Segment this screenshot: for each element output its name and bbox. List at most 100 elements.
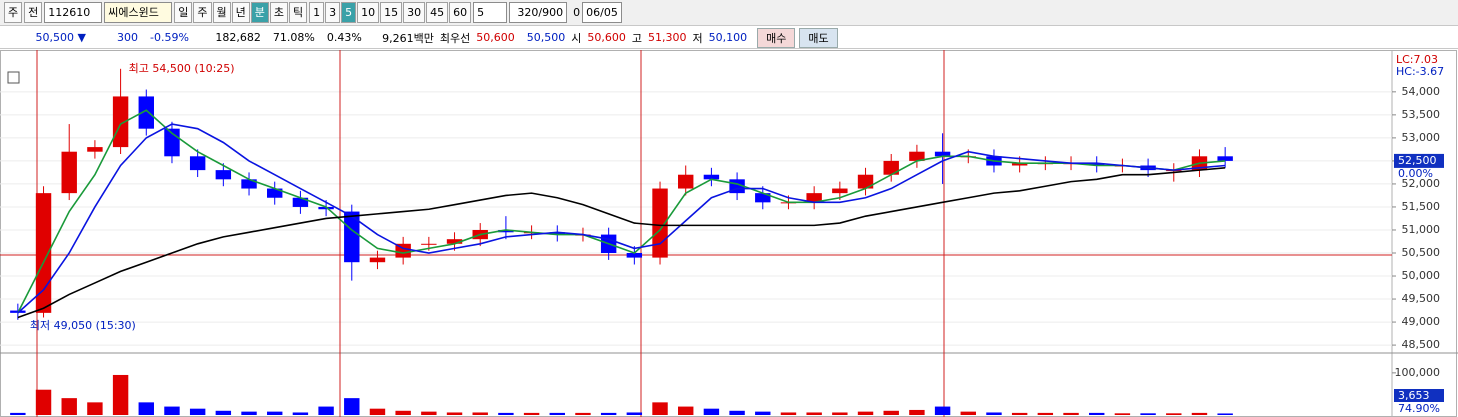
last-pct: 0.00% (1398, 167, 1433, 180)
volume-bar (1114, 413, 1131, 415)
stock-name: 씨에스윈드 (104, 2, 173, 23)
period-button[interactable]: 분 (250, 2, 269, 23)
candle-body (883, 160, 899, 175)
volume-bar (318, 406, 334, 415)
interval-button[interactable]: 5 (341, 2, 357, 23)
y-tick-label: 53,000 (1402, 131, 1441, 144)
count-input[interactable]: 320/900 (509, 2, 568, 23)
interval-button[interactable]: 3 (325, 2, 341, 23)
volume-bar (857, 411, 874, 415)
volume-bar (934, 406, 951, 415)
volume-bar (729, 410, 745, 415)
period-button[interactable]: 월 (212, 2, 231, 23)
volume-bar (806, 412, 822, 415)
candle-body (909, 151, 925, 161)
candle-body (755, 193, 771, 203)
volume-bar (267, 411, 283, 415)
period-button[interactable]: 틱 (289, 2, 308, 23)
volume-bar (1089, 412, 1105, 415)
candle-body (87, 147, 103, 152)
volume-bar (189, 408, 206, 415)
buy-button[interactable]: 매수 (757, 27, 796, 48)
volume-bar (600, 412, 617, 415)
change-pct: -0.59% (150, 31, 189, 44)
volume: 182,682 (215, 31, 261, 44)
period-button[interactable]: 년 (231, 2, 250, 23)
high-annotation: 최고 54,500 (10:25) (129, 62, 235, 75)
candle-body (857, 174, 874, 189)
code-input[interactable]: 112610 (44, 2, 103, 23)
volume-last-label: 3,653 (1398, 389, 1430, 402)
candle-body (626, 253, 643, 258)
candle-body (1089, 163, 1105, 166)
volume-bar (652, 402, 668, 415)
change: 300 (117, 31, 138, 44)
interval-button[interactable]: 60 (449, 2, 472, 23)
candle-body (498, 229, 514, 233)
volume-bar (883, 410, 899, 415)
sell-button[interactable]: 매도 (799, 27, 838, 48)
period-button[interactable]: 주 (193, 2, 212, 23)
interval-button[interactable]: 45 (426, 2, 449, 23)
high: 51,300 (647, 31, 687, 44)
volume-bar (960, 411, 976, 415)
volume-bar (755, 411, 771, 415)
y-tick-label: 49,000 (1402, 315, 1441, 328)
volume-bar (1166, 413, 1182, 415)
volume-bar (10, 412, 26, 415)
period-button[interactable]: 초 (269, 2, 288, 23)
interval-button[interactable]: 30 (403, 2, 426, 23)
volume-ratio: 74.90% (1398, 402, 1440, 415)
interval-group: 1 3 5 10 15 30 45 60 (309, 2, 472, 23)
interval-button[interactable]: 1 (309, 2, 325, 23)
volume-bar (1011, 412, 1028, 415)
hc-label: HC:-3.67 (1396, 65, 1444, 78)
interval-button[interactable]: 10 (357, 2, 380, 23)
market-select[interactable]: 주 (4, 2, 23, 23)
volume-bar (138, 402, 154, 415)
volume-bar (575, 412, 591, 415)
volume-bar (61, 398, 77, 415)
date-input[interactable]: 06/05 (582, 2, 622, 23)
low-label: 저 (692, 31, 703, 45)
candle-body (446, 239, 463, 244)
candle-body (344, 211, 360, 263)
volume-bar (292, 412, 309, 415)
last-price-box (1394, 153, 1444, 168)
candle-body (703, 174, 720, 180)
volume-last-box (1394, 389, 1444, 402)
moving-average (17, 109, 1226, 314)
plot: 48,500 49,000 49,500 50,000 50,500 51,000 51,5… (0, 50, 1444, 417)
candle-body (678, 174, 694, 189)
y-tick-label: 52,000 (1402, 177, 1441, 190)
menu-icon[interactable] (7, 71, 20, 84)
volume-bar (87, 402, 103, 415)
candle-body (241, 179, 257, 189)
candle-body (267, 188, 283, 198)
y-tick-label: 51,500 (1402, 200, 1441, 213)
volume-bar (421, 411, 437, 415)
volume-bar (1063, 412, 1079, 415)
price: 50,500 ▼ (35, 31, 86, 44)
unit-select[interactable]: 5 (473, 2, 508, 23)
candle-body (138, 96, 154, 129)
candle-body (112, 96, 129, 148)
volume-bar (241, 411, 257, 415)
y-tick-label: 48,500 (1402, 338, 1441, 351)
interval-button[interactable]: 15 (380, 2, 403, 23)
period-button[interactable]: 일 (174, 2, 193, 23)
candle-body (806, 193, 822, 203)
volume-bar (164, 406, 180, 415)
volume-bar (678, 406, 694, 415)
volume-bar (1217, 413, 1233, 415)
volume-bar (626, 412, 643, 415)
y-tick-label: 54,000 (1402, 85, 1441, 98)
check-label[interactable]: 0 (573, 6, 581, 19)
mode-button[interactable]: 전 (24, 2, 43, 23)
bid: 50,500 (526, 31, 566, 44)
candle-body (61, 151, 77, 194)
volume-bar (1037, 412, 1054, 415)
y-tick-label: 51,000 (1402, 223, 1441, 236)
